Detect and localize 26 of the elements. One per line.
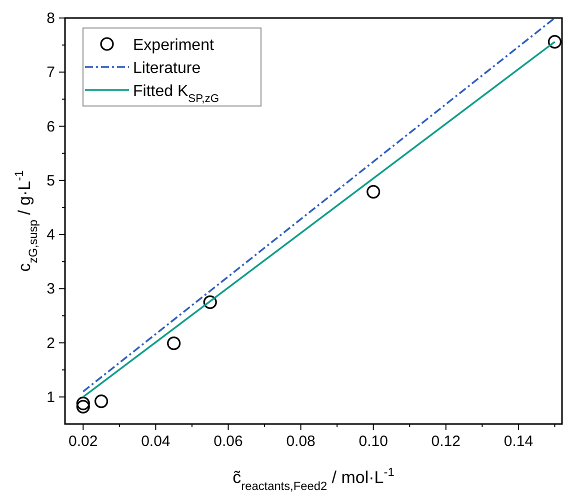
- x-tick-label: 0.02: [68, 433, 98, 450]
- point: [76, 400, 90, 414]
- y-tick-label: 7: [46, 64, 55, 82]
- legend-label: Literature: [133, 60, 201, 77]
- legend-label: Fitted K$_{SP,zG}$: [133, 83, 220, 105]
- x-axis-title: c̃$_{reactants,Feed2}$ / mol·L$^{-1}$: [232, 465, 395, 493]
- x-tick-label: 0.10: [358, 433, 388, 450]
- point: [366, 184, 380, 199]
- y-tick-label: 4: [46, 226, 55, 244]
- point: [94, 394, 108, 408]
- y-tick-label: 2: [46, 334, 55, 352]
- point: [76, 396, 90, 410]
- legend-label: Experiment: [133, 37, 214, 54]
- x-tick-label: 0.12: [431, 433, 461, 450]
- x-tick-label: 0.06: [214, 433, 243, 450]
- y-tick-label: 6: [46, 118, 55, 136]
- x-tick-label: 0.04: [141, 433, 170, 450]
- x-tick-label: 0.14: [504, 433, 534, 450]
- point: [203, 295, 217, 309]
- y-tick-label: 8: [46, 10, 55, 27]
- point: [167, 336, 181, 350]
- y-tick-label: 1: [46, 388, 55, 406]
- x-tick-label: 0.08: [286, 433, 316, 450]
- point: [548, 35, 562, 49]
- y-tick-label: 3: [46, 280, 55, 298]
- y-tick-label: 5: [46, 172, 55, 190]
